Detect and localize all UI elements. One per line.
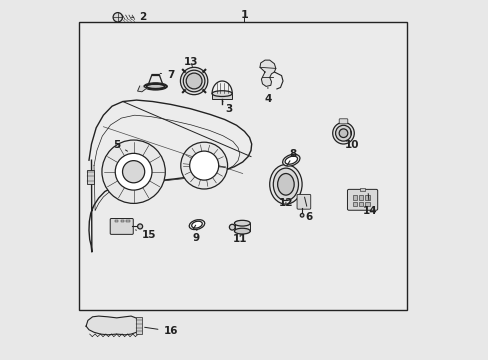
Text: 6: 6 xyxy=(304,197,312,222)
Text: 10: 10 xyxy=(345,130,359,150)
Text: 13: 13 xyxy=(183,57,198,67)
Ellipse shape xyxy=(189,220,204,230)
FancyBboxPatch shape xyxy=(110,219,133,234)
Ellipse shape xyxy=(273,168,298,201)
Polygon shape xyxy=(89,100,251,252)
Polygon shape xyxy=(212,81,232,94)
Circle shape xyxy=(189,151,218,180)
Ellipse shape xyxy=(183,70,204,92)
Text: 14: 14 xyxy=(362,194,376,216)
Ellipse shape xyxy=(191,221,202,228)
Ellipse shape xyxy=(282,154,299,166)
Circle shape xyxy=(229,224,235,230)
Bar xyxy=(365,195,369,200)
Text: 15: 15 xyxy=(135,230,156,240)
Ellipse shape xyxy=(234,228,250,234)
Bar xyxy=(358,195,363,200)
Ellipse shape xyxy=(146,84,164,89)
Circle shape xyxy=(137,224,142,229)
Bar xyxy=(212,94,232,99)
Text: 5: 5 xyxy=(113,140,127,151)
Text: 11: 11 xyxy=(232,234,247,244)
Circle shape xyxy=(113,13,122,22)
Text: 1: 1 xyxy=(240,10,248,20)
Bar xyxy=(87,170,94,184)
Bar xyxy=(79,22,406,310)
Text: 16: 16 xyxy=(144,326,178,336)
Text: 8: 8 xyxy=(289,149,296,159)
Circle shape xyxy=(122,161,144,183)
Ellipse shape xyxy=(332,122,354,144)
Polygon shape xyxy=(147,75,163,86)
Ellipse shape xyxy=(339,129,347,138)
Ellipse shape xyxy=(335,125,351,141)
Text: 12: 12 xyxy=(278,198,292,208)
Bar xyxy=(352,195,356,200)
Polygon shape xyxy=(137,86,147,92)
Polygon shape xyxy=(86,316,140,335)
Ellipse shape xyxy=(285,156,297,164)
Bar xyxy=(115,220,118,222)
Text: 3: 3 xyxy=(222,101,232,114)
FancyBboxPatch shape xyxy=(347,189,377,210)
Text: 4: 4 xyxy=(264,87,271,104)
Ellipse shape xyxy=(234,220,250,226)
Bar xyxy=(359,188,365,191)
Polygon shape xyxy=(260,60,275,86)
Bar xyxy=(358,202,363,206)
Ellipse shape xyxy=(186,73,202,89)
Circle shape xyxy=(115,153,152,190)
Bar xyxy=(234,223,249,231)
Text: 2: 2 xyxy=(131,12,146,22)
Bar xyxy=(352,202,356,206)
Bar xyxy=(136,317,142,334)
FancyBboxPatch shape xyxy=(339,119,347,124)
Ellipse shape xyxy=(144,83,167,90)
Ellipse shape xyxy=(212,91,232,96)
Circle shape xyxy=(102,140,165,203)
FancyBboxPatch shape xyxy=(296,194,310,209)
Bar xyxy=(126,220,130,222)
Ellipse shape xyxy=(269,165,302,204)
Bar xyxy=(365,202,369,206)
Circle shape xyxy=(300,213,303,217)
Ellipse shape xyxy=(180,67,207,95)
Bar xyxy=(121,220,124,222)
Text: 7: 7 xyxy=(160,69,174,80)
Ellipse shape xyxy=(277,174,294,195)
Text: 9: 9 xyxy=(192,229,199,243)
Circle shape xyxy=(181,142,227,189)
